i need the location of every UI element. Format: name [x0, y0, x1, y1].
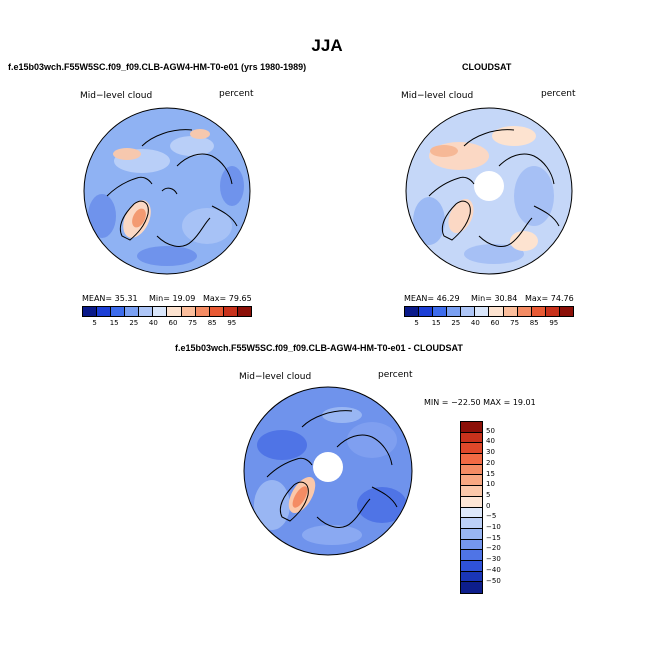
colorbar-swatch [461, 307, 476, 316]
colorbar-swatch [461, 432, 482, 444]
panel-1-units-label: percent [219, 89, 254, 99]
colorbar-label: 15 [431, 319, 441, 327]
colorbar-swatch [461, 475, 482, 487]
colorbar-label: 50 [486, 426, 495, 435]
panel-2-variable-label: Mid−level cloud [401, 91, 474, 101]
colorbar-swatch [237, 307, 251, 316]
colorbar-label: 25 [129, 319, 139, 327]
panel-1-colorbar [82, 306, 252, 317]
colorbar-swatch [167, 307, 182, 316]
colorbar-label: 40 [148, 319, 158, 327]
panel-2-units-label: percent [541, 89, 576, 99]
colorbar-label: 5 [414, 319, 419, 327]
colorbar-swatch [209, 307, 224, 316]
colorbar-swatch [503, 307, 518, 316]
colorbar-swatch [517, 307, 532, 316]
panel-1-title: f.e15b03wch.F55W5SC.f09_f09.CLB-AGW4-HM-… [8, 62, 307, 72]
colorbar-label: 15 [486, 469, 495, 478]
colorbar-label: 40 [470, 319, 480, 327]
colorbar-label: 60 [490, 319, 500, 327]
colorbar-label: −20 [486, 544, 501, 553]
colorbar-swatch [461, 422, 482, 433]
colorbar-swatch [461, 464, 482, 476]
colorbar-swatch [531, 307, 546, 316]
colorbar-label: 30 [486, 448, 495, 457]
colorbar-label: 0 [486, 501, 491, 510]
colorbar-swatch [195, 307, 210, 316]
panel-2-mean: MEAN= 46.29 [404, 294, 460, 303]
panel-2-colorbar [404, 306, 574, 317]
colorbar-label: −10 [486, 523, 501, 531]
panel-3-colorbar [460, 421, 483, 594]
colorbar-swatch [111, 307, 126, 316]
colorbar-swatch [461, 518, 482, 529]
colorbar-label: 5 [486, 490, 491, 499]
colorbar-swatch [83, 307, 98, 316]
panel-1-min: Min= 19.09 [149, 294, 196, 303]
main-title: JJA [311, 36, 343, 55]
colorbar-label: 60 [168, 319, 178, 327]
colorbar-swatch [461, 454, 482, 465]
colorbar-swatch [125, 307, 140, 316]
colorbar-label: −5 [486, 512, 497, 521]
colorbar-label: 95 [549, 319, 559, 327]
colorbar-swatch [139, 307, 154, 316]
colorbar-label: 95 [227, 319, 237, 327]
colorbar-swatch [461, 550, 482, 561]
colorbar-swatch [545, 307, 560, 316]
colorbar-swatch [461, 560, 482, 572]
colorbar-label: −15 [486, 533, 501, 542]
colorbar-label: 85 [207, 319, 217, 327]
panel-1-polar-map [83, 107, 251, 275]
colorbar-label: 75 [510, 319, 520, 327]
panel-2-polar-map [405, 107, 573, 275]
panel-3-minmax: MIN = −22.50 MAX = 19.01 [424, 398, 536, 407]
colorbar-swatch [559, 307, 573, 316]
colorbar-swatch [153, 307, 168, 316]
colorbar-swatch [433, 307, 448, 316]
colorbar-swatch [461, 582, 482, 593]
colorbar-label: −30 [486, 555, 501, 564]
colorbar-swatch [447, 307, 462, 316]
colorbar-label: 5 [92, 319, 97, 327]
colorbar-swatch [489, 307, 504, 316]
colorbar-swatch [223, 307, 238, 316]
colorbar-swatch [461, 486, 482, 497]
panel-1-max: Max= 79.65 [203, 294, 252, 303]
panel-3-units-label: percent [378, 370, 413, 380]
colorbar-label: 25 [451, 319, 461, 327]
colorbar-swatch [461, 539, 482, 551]
panel-3-title: f.e15b03wch.F55W5SC.f09_f09.CLB-AGW4-HM-… [175, 343, 463, 353]
colorbar-swatch [97, 307, 112, 316]
colorbar-swatch [461, 507, 482, 519]
panel-1-mean: MEAN= 35.31 [82, 294, 138, 303]
panel-2-title: CLOUDSAT [462, 62, 512, 72]
panel-2-max: Max= 74.76 [525, 294, 574, 303]
panel-3-polar-map [243, 386, 413, 556]
colorbar-label: 15 [109, 319, 119, 327]
colorbar-label: −50 [486, 576, 501, 585]
colorbar-swatch [461, 443, 482, 455]
colorbar-label: 85 [529, 319, 539, 327]
colorbar-swatch [461, 528, 482, 540]
panel-1-variable-label: Mid−level cloud [80, 91, 153, 101]
colorbar-label: 40 [486, 437, 495, 446]
colorbar-swatch [461, 571, 482, 583]
colorbar-swatch [419, 307, 434, 316]
colorbar-label: −40 [486, 565, 501, 574]
colorbar-label: 20 [486, 458, 495, 467]
panel-2-min: Min= 30.84 [471, 294, 518, 303]
colorbar-label: 75 [188, 319, 198, 327]
colorbar-swatch [461, 496, 482, 508]
colorbar-label: 10 [486, 480, 495, 489]
colorbar-swatch [405, 307, 420, 316]
colorbar-swatch [181, 307, 196, 316]
colorbar-swatch [475, 307, 490, 316]
panel-3-variable-label: Mid−level cloud [239, 372, 312, 382]
